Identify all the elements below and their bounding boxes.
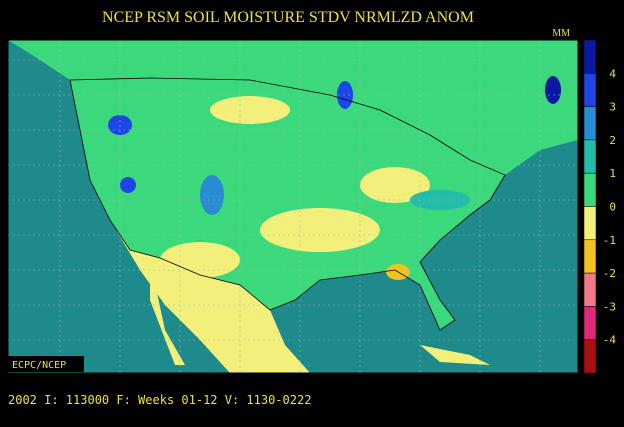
- colorbar-segment: [583, 206, 597, 241]
- outline: [69, 77, 506, 331]
- colorbar-label: -2: [603, 267, 616, 280]
- graticule: [8, 40, 578, 373]
- badge: ECPC/NCEP: [12, 360, 66, 371]
- colorbar-label: 0: [609, 201, 616, 214]
- colorbar-label: 3: [609, 101, 616, 114]
- badge-box: [8, 356, 84, 372]
- map-title: NCEP RSM SOIL MOISTURE STDV NRMLZD ANOM: [102, 9, 474, 26]
- colorbar-label: 1: [609, 167, 616, 180]
- wet-patch: [545, 76, 561, 104]
- colorbar-segment: [583, 239, 597, 274]
- colorbar-segment: [583, 172, 597, 207]
- unit-label: MM: [552, 28, 570, 39]
- land-north: [8, 40, 578, 175]
- map-frame: [7, 39, 579, 374]
- dry-patch: [260, 208, 380, 252]
- colorbar-label: -3: [603, 300, 616, 313]
- dry-patch: [360, 167, 430, 203]
- wet-patch: [200, 175, 224, 215]
- land-baja: [150, 260, 185, 365]
- colorbar-label: 2: [609, 134, 616, 147]
- map: ECPC/NCEP: [7, 39, 579, 374]
- colorbar-segment: [583, 73, 597, 107]
- colorbar-segment: [583, 139, 597, 174]
- cuba: [420, 345, 490, 365]
- footer: 2002 I: 113000 F: Weeks 01-12 V: 1130-02…: [8, 393, 311, 407]
- colorbar-segment: [583, 39, 597, 74]
- colorbar-segment: [583, 106, 597, 141]
- colorbar: 4 3 2 1 0 -1 -2 -3 -4: [583, 39, 617, 374]
- dry-patch: [210, 96, 290, 124]
- colorbar-segment: [583, 272, 597, 307]
- dry-patch: [160, 242, 240, 278]
- colorbar-label: 4: [609, 67, 616, 80]
- wet-patch: [120, 177, 136, 193]
- colorbar-label: -4: [603, 334, 617, 347]
- colorbar-segment: [583, 339, 597, 374]
- colorbar-label: -1: [603, 234, 616, 247]
- colorbar-segment: [583, 306, 597, 340]
